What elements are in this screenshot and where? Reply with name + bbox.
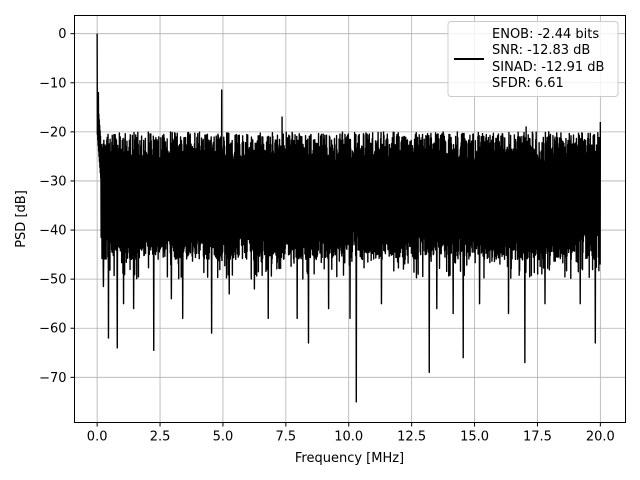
- x-axis-label: Frequency [MHz]: [295, 451, 404, 466]
- y-axis-label: PSD [dB]: [14, 190, 29, 248]
- y-tick-label: −50: [39, 273, 66, 288]
- legend-entry-sinad: SINAD: -12.91 dB: [492, 60, 604, 75]
- x-tick-label: 5.0: [213, 430, 234, 445]
- legend-box: [447, 21, 619, 97]
- x-tick-label: 7.5: [275, 430, 296, 445]
- y-tick-label: −60: [39, 322, 66, 337]
- legend: ENOB: -2.44 bits SNR: -12.83 dB SINAD: -…: [447, 21, 619, 97]
- y-tick-label: −40: [39, 224, 66, 239]
- x-tick-label: 12.5: [397, 430, 426, 445]
- x-tick-label: 15.0: [460, 430, 489, 445]
- y-tick-label: −30: [39, 174, 66, 189]
- y-tick-label: −10: [39, 76, 66, 91]
- x-tick-label: 17.5: [523, 430, 552, 445]
- legend-entry-snr: SNR: -12.83 dB: [492, 43, 590, 58]
- x-tick-label: 10.0: [334, 430, 363, 445]
- x-tick-label: 0.0: [87, 430, 108, 445]
- x-tick-label: 2.5: [150, 430, 171, 445]
- plot-area-frame: [74, 15, 626, 423]
- y-tick-label: −20: [39, 125, 66, 140]
- legend-entry-enob: ENOB: -2.44 bits: [492, 27, 599, 42]
- psd-series: [96, 33, 602, 403]
- y-axis-ticks: 0 −10 −20 −30 −40 −50 −60 −70: [39, 27, 75, 386]
- x-tick-label: 20.0: [586, 430, 615, 445]
- x-axis-ticks: 0.0 2.5 5.0 7.5 10.0 12.5 15.0 17.5 20.0: [87, 422, 615, 445]
- legend-entry-sfdr: SFDR: 6.61: [492, 76, 564, 91]
- y-tick-label: −70: [39, 371, 66, 386]
- psd-line: [96, 33, 602, 403]
- y-tick-label: 0: [58, 27, 66, 42]
